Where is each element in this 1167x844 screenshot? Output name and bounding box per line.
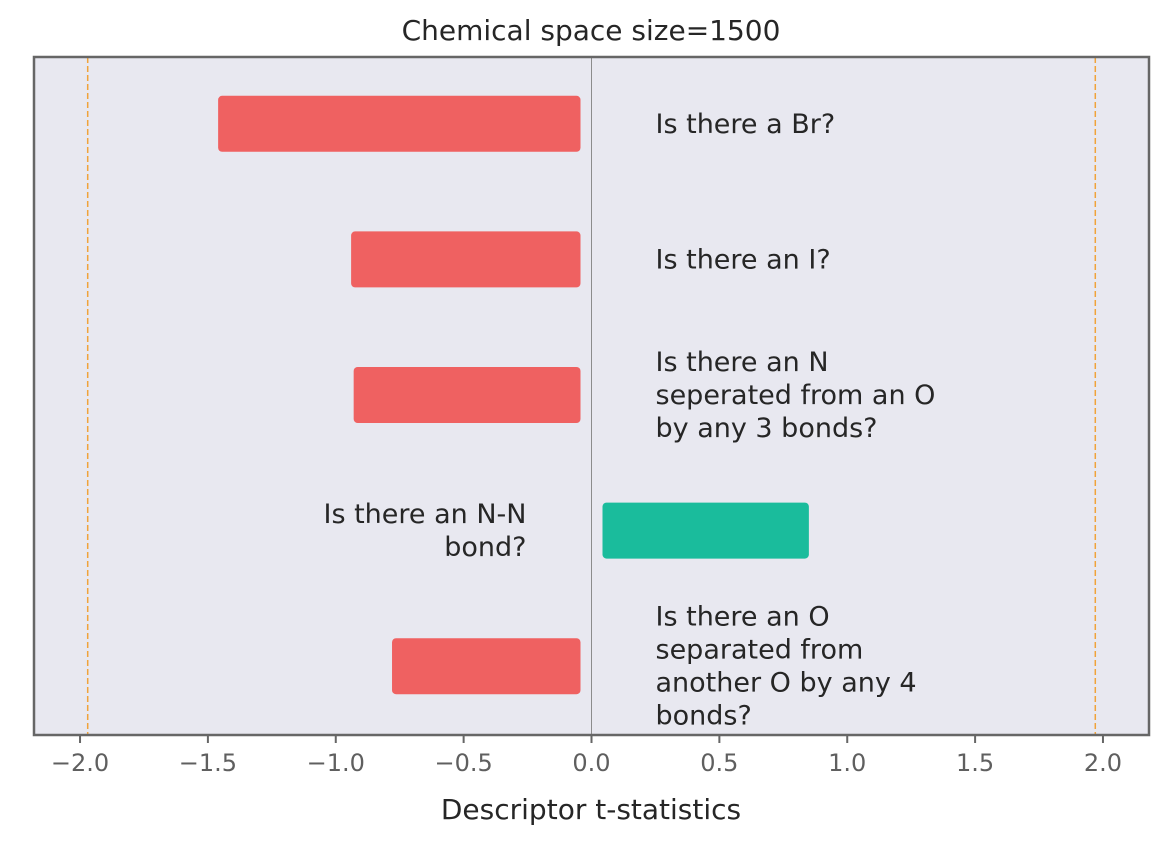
bar-label-line: bond? bbox=[444, 532, 526, 563]
bars bbox=[218, 95, 809, 695]
bar-1 bbox=[218, 95, 581, 152]
bar-label-line: another O by any 4 bbox=[656, 667, 917, 698]
x-tick-label: 0.0 bbox=[572, 749, 610, 777]
x-tick-label: 2.0 bbox=[1084, 749, 1122, 777]
bar-2 bbox=[351, 231, 581, 288]
bar-label-line: Is there an O bbox=[656, 601, 830, 632]
chart-title: Chemical space size=1500 bbox=[402, 14, 781, 47]
bar-label-1: Is there a Br? bbox=[656, 108, 836, 139]
x-tick-label: −2.0 bbox=[51, 749, 109, 777]
x-axis-label: Descriptor t-statistics bbox=[441, 793, 741, 826]
x-tick-label: −0.5 bbox=[434, 749, 492, 777]
x-tick-label: −1.0 bbox=[307, 749, 365, 777]
bar-label-line: by any 3 bonds? bbox=[656, 413, 878, 444]
bar-label-line: Is there a Br? bbox=[656, 108, 836, 139]
x-tick-label: −1.5 bbox=[179, 749, 237, 777]
bar-label-line: Is there an I? bbox=[656, 244, 831, 275]
bar-label-line: bonds? bbox=[656, 700, 752, 731]
threshold-lines bbox=[86, 57, 1097, 735]
bar-label-line: seperated from an O bbox=[656, 380, 936, 411]
bar-5 bbox=[392, 638, 581, 695]
bar-label-2: Is there an I? bbox=[656, 244, 831, 275]
x-tick-label: 1.5 bbox=[956, 749, 994, 777]
bar-label-line: Is there an N-N bbox=[323, 499, 526, 530]
x-axis-ticks: −2.0 −1.5 −1.0 −0.5 0.0 0.5 1.0 1.5 2.0 bbox=[51, 735, 1122, 777]
bar-label-4: Is there an N-N bond? bbox=[323, 499, 526, 563]
x-tick-label: 0.5 bbox=[700, 749, 738, 777]
x-tick-label: 1.0 bbox=[828, 749, 866, 777]
bar-3 bbox=[353, 367, 581, 423]
bar-label-line: separated from bbox=[656, 634, 864, 665]
bar-labels: Is there a Br? Is there an I? Is there an … bbox=[323, 108, 935, 731]
bar-label-line: Is there an N bbox=[656, 347, 829, 378]
bar-4 bbox=[602, 502, 809, 559]
